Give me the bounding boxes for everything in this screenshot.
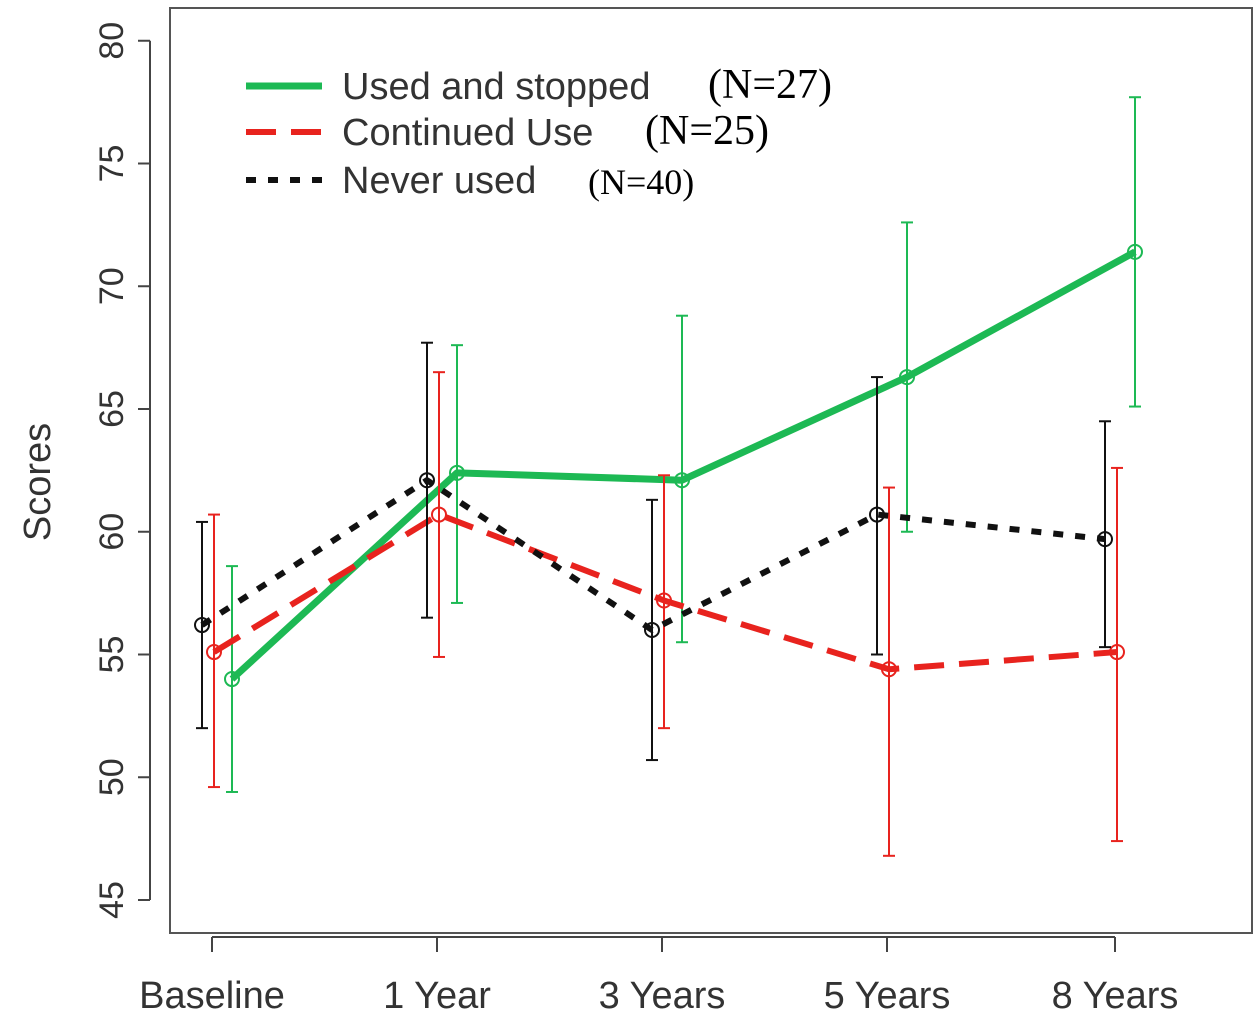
data-point <box>1109 644 1125 661</box>
data-point <box>224 671 240 688</box>
x-tick-label: 8 Years <box>1052 975 1179 1016</box>
series-line <box>200 477 1106 633</box>
y-tick-label: 65 <box>93 390 131 428</box>
data-point <box>449 464 465 481</box>
data-point <box>899 369 915 386</box>
data-point <box>194 617 210 634</box>
y-axis-label: Scores <box>17 423 59 541</box>
y-tick-label: 60 <box>93 513 131 551</box>
legend-n-label: (N=40) <box>588 162 694 202</box>
legend-n-label: (N=25) <box>645 108 769 154</box>
series-line <box>212 511 1118 673</box>
data-point <box>881 661 897 678</box>
legend-label: Continued Use <box>342 112 593 154</box>
legend: Used and stopped (N=27) Continued Use (N=25… <box>246 62 832 202</box>
x-tick-label: Baseline <box>139 975 285 1016</box>
data-point <box>644 621 660 638</box>
data-point <box>656 592 672 609</box>
y-tick-label: 80 <box>93 22 131 60</box>
y-axis: 45 50 55 60 65 70 75 80 <box>93 22 151 919</box>
data-point <box>431 506 447 523</box>
data-point <box>674 472 690 489</box>
series-continued-use <box>206 371 1125 857</box>
y-tick-label: 70 <box>93 267 131 305</box>
x-tick-label: 1 Year <box>383 975 491 1016</box>
data-point <box>1097 531 1113 548</box>
y-tick-label: 50 <box>93 758 131 796</box>
data-point <box>419 472 435 489</box>
data-point <box>1127 243 1143 260</box>
legend-label: Never used <box>342 160 536 202</box>
legend-n-label: (N=27) <box>708 62 832 108</box>
x-tick-label: 5 Years <box>824 975 951 1016</box>
y-tick-label: 55 <box>93 636 131 674</box>
series-line <box>229 248 1137 682</box>
legend-label: Used and stopped <box>342 66 650 108</box>
data-point <box>869 506 885 523</box>
series-never-used <box>194 341 1113 762</box>
x-tick-label: 3 Years <box>599 975 726 1016</box>
series-used-and-stopped <box>224 96 1143 793</box>
series-layer <box>194 96 1143 857</box>
y-tick-label: 45 <box>93 881 131 919</box>
y-tick-label: 75 <box>93 145 131 183</box>
data-point <box>206 644 222 661</box>
x-axis: Baseline 1 Year 3 Years 5 Years 8 Years <box>139 936 1179 1016</box>
plot-frame <box>169 7 1253 934</box>
